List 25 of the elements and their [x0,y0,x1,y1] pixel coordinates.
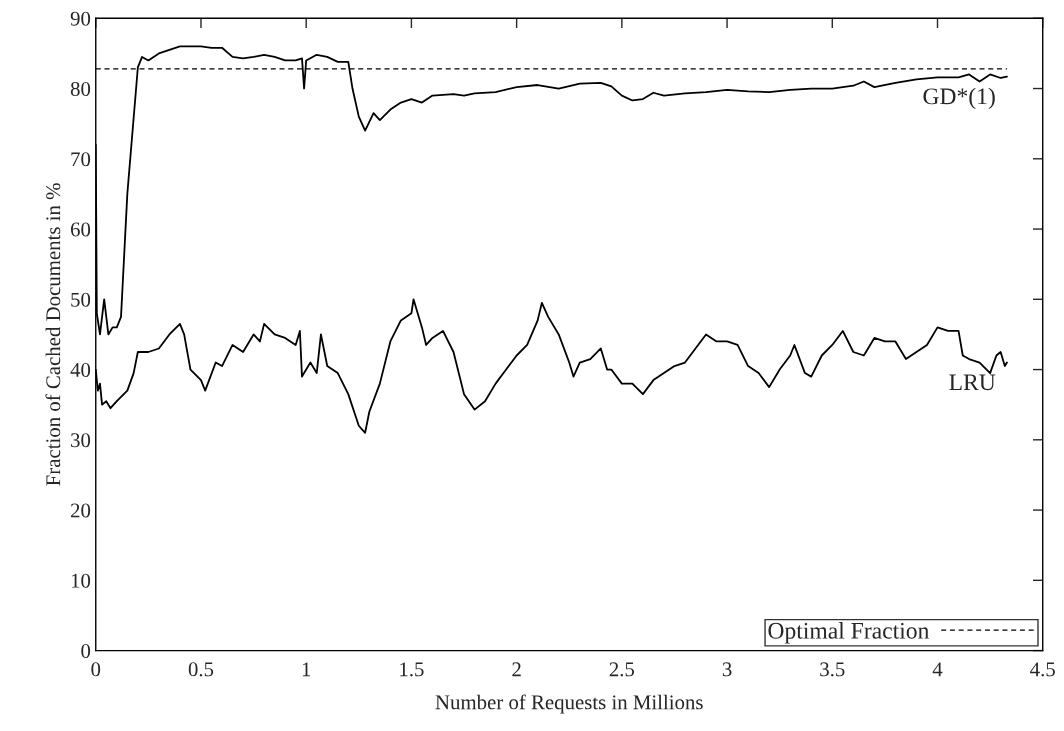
y-tick-label: 40 [70,362,91,377]
x-tick-label: 3.5 [820,662,845,677]
x-tick-label: 1.5 [400,662,424,677]
x-tick-label: 0.5 [188,662,214,677]
y-tick-label: 0 [81,643,91,659]
x-axis-title: Number of Requests in Millions [435,694,703,714]
y-tick-label: 50 [71,292,91,307]
y-tick-label: 90 [70,11,91,26]
x-tick-label: 4.5 [1030,662,1055,677]
y-tick-label: 30 [71,433,91,448]
y-tick-label: 10 [71,573,91,588]
x-tick-label: 2 [512,662,521,677]
x-tick-label: 0 [91,662,101,677]
y-tick-label: 60 [70,222,91,237]
x-tick-label: 2.5 [609,662,635,677]
x-tick-label: 3 [722,662,732,677]
y-tick-label: 20 [70,503,91,518]
x-tick-label: 4 [932,662,943,677]
y-tick-label: 70 [71,152,91,167]
series-label: GD*(1) [923,87,995,110]
series-label: LRU [949,374,996,391]
y-tick-label: 80 [70,81,91,96]
y-axis-title: Fraction of Cached Documents in % [45,183,61,486]
legend-label: Optimal Fraction [768,622,930,644]
x-tick-label: 1 [302,662,311,677]
